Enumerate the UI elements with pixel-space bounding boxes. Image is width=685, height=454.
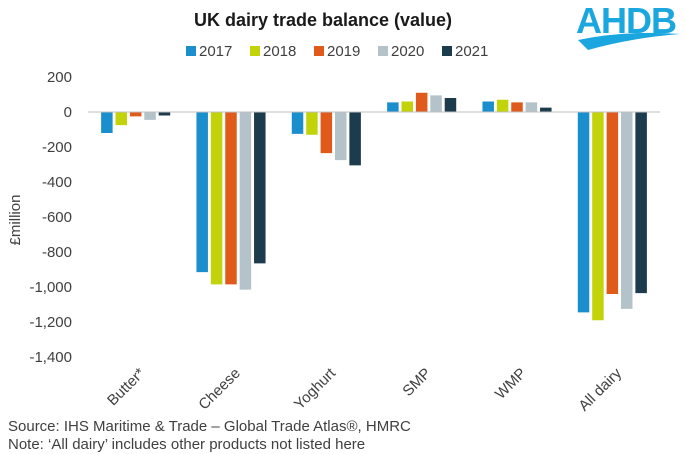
bar-2017 — [101, 112, 113, 133]
legend-label: 2018 — [263, 43, 296, 60]
chart-title: UK dairy trade balance (value) — [194, 10, 452, 30]
bar-2021 — [254, 112, 266, 264]
y-tick-label: 0 — [64, 104, 72, 121]
bar-2018 — [306, 112, 318, 135]
x-tick-label: WMP — [492, 365, 530, 403]
bar-2021 — [349, 112, 361, 166]
bar-2018 — [496, 99, 509, 112]
y-tick-label: -1,000 — [29, 279, 72, 296]
legend: 2017 2018 2019 2020 2021 — [186, 43, 488, 60]
legend-swatch — [378, 46, 388, 56]
ahdb-logo: AHDB — [576, 0, 680, 50]
bar-2021 — [635, 112, 647, 294]
y-tick-label: 200 — [47, 69, 72, 86]
bar-2021 — [158, 112, 171, 116]
legend-swatch — [314, 46, 324, 56]
bar-2020 — [144, 112, 156, 120]
bar-2017 — [291, 112, 304, 134]
bar-2017 — [482, 101, 494, 112]
legend-label: 2021 — [455, 43, 488, 60]
bar-2019 — [320, 112, 333, 154]
y-axis-label: £million — [7, 195, 24, 246]
x-tick-label: Cheese — [195, 365, 244, 414]
bar-2018 — [592, 112, 604, 321]
bar-2019 — [129, 112, 142, 117]
legend-swatch — [250, 46, 260, 56]
legend-label: 2019 — [327, 43, 360, 60]
bar-2018 — [210, 112, 223, 285]
y-axis: 200 0 -200 -400 -600 -800 -1,000 -1,200 -1,400 — [29, 69, 72, 366]
bar-2020 — [525, 102, 538, 112]
logo-swoosh-icon — [578, 32, 680, 50]
bar-2017 — [577, 112, 590, 313]
bar-2018 — [115, 112, 128, 126]
bar-2020 — [239, 112, 252, 290]
legend-label: 2020 — [391, 43, 424, 60]
source-note: Source: IHS Maritime & Trade – Global Tr… — [8, 418, 411, 435]
bar-2019 — [225, 112, 237, 285]
bar-2019 — [606, 112, 619, 294]
bar-2021 — [540, 107, 552, 112]
legend-swatch — [186, 46, 196, 56]
y-tick-label: -200 — [42, 139, 72, 156]
bar-2020 — [430, 95, 442, 112]
x-tick-label: Butter* — [104, 365, 149, 410]
bar-2018 — [401, 101, 414, 112]
bar-2017 — [196, 112, 208, 273]
legend-swatch — [442, 46, 452, 56]
y-tick-label: -1,400 — [29, 349, 72, 366]
bars — [101, 92, 647, 321]
bar-2019 — [415, 92, 428, 112]
y-tick-label: -600 — [42, 209, 72, 226]
y-tick-label: -1,200 — [29, 314, 72, 331]
bar-2020 — [620, 112, 633, 309]
bar-2020 — [334, 112, 347, 161]
x-axis: Butter* Cheese Yoghurt SMP WMP All dairy — [88, 111, 660, 415]
bar-2017 — [387, 102, 399, 112]
x-tick-label: Yoghurt — [291, 364, 340, 413]
legend-label: 2017 — [199, 43, 232, 60]
y-tick-label: -400 — [42, 174, 72, 191]
x-tick-label: All dairy — [575, 364, 625, 414]
x-tick-label: SMP — [399, 365, 434, 400]
y-tick-label: -800 — [42, 244, 72, 261]
bar-2019 — [511, 102, 523, 112]
footnote: Note: ‘All dairy’ includes other product… — [8, 436, 366, 453]
bar-2021 — [444, 98, 457, 112]
